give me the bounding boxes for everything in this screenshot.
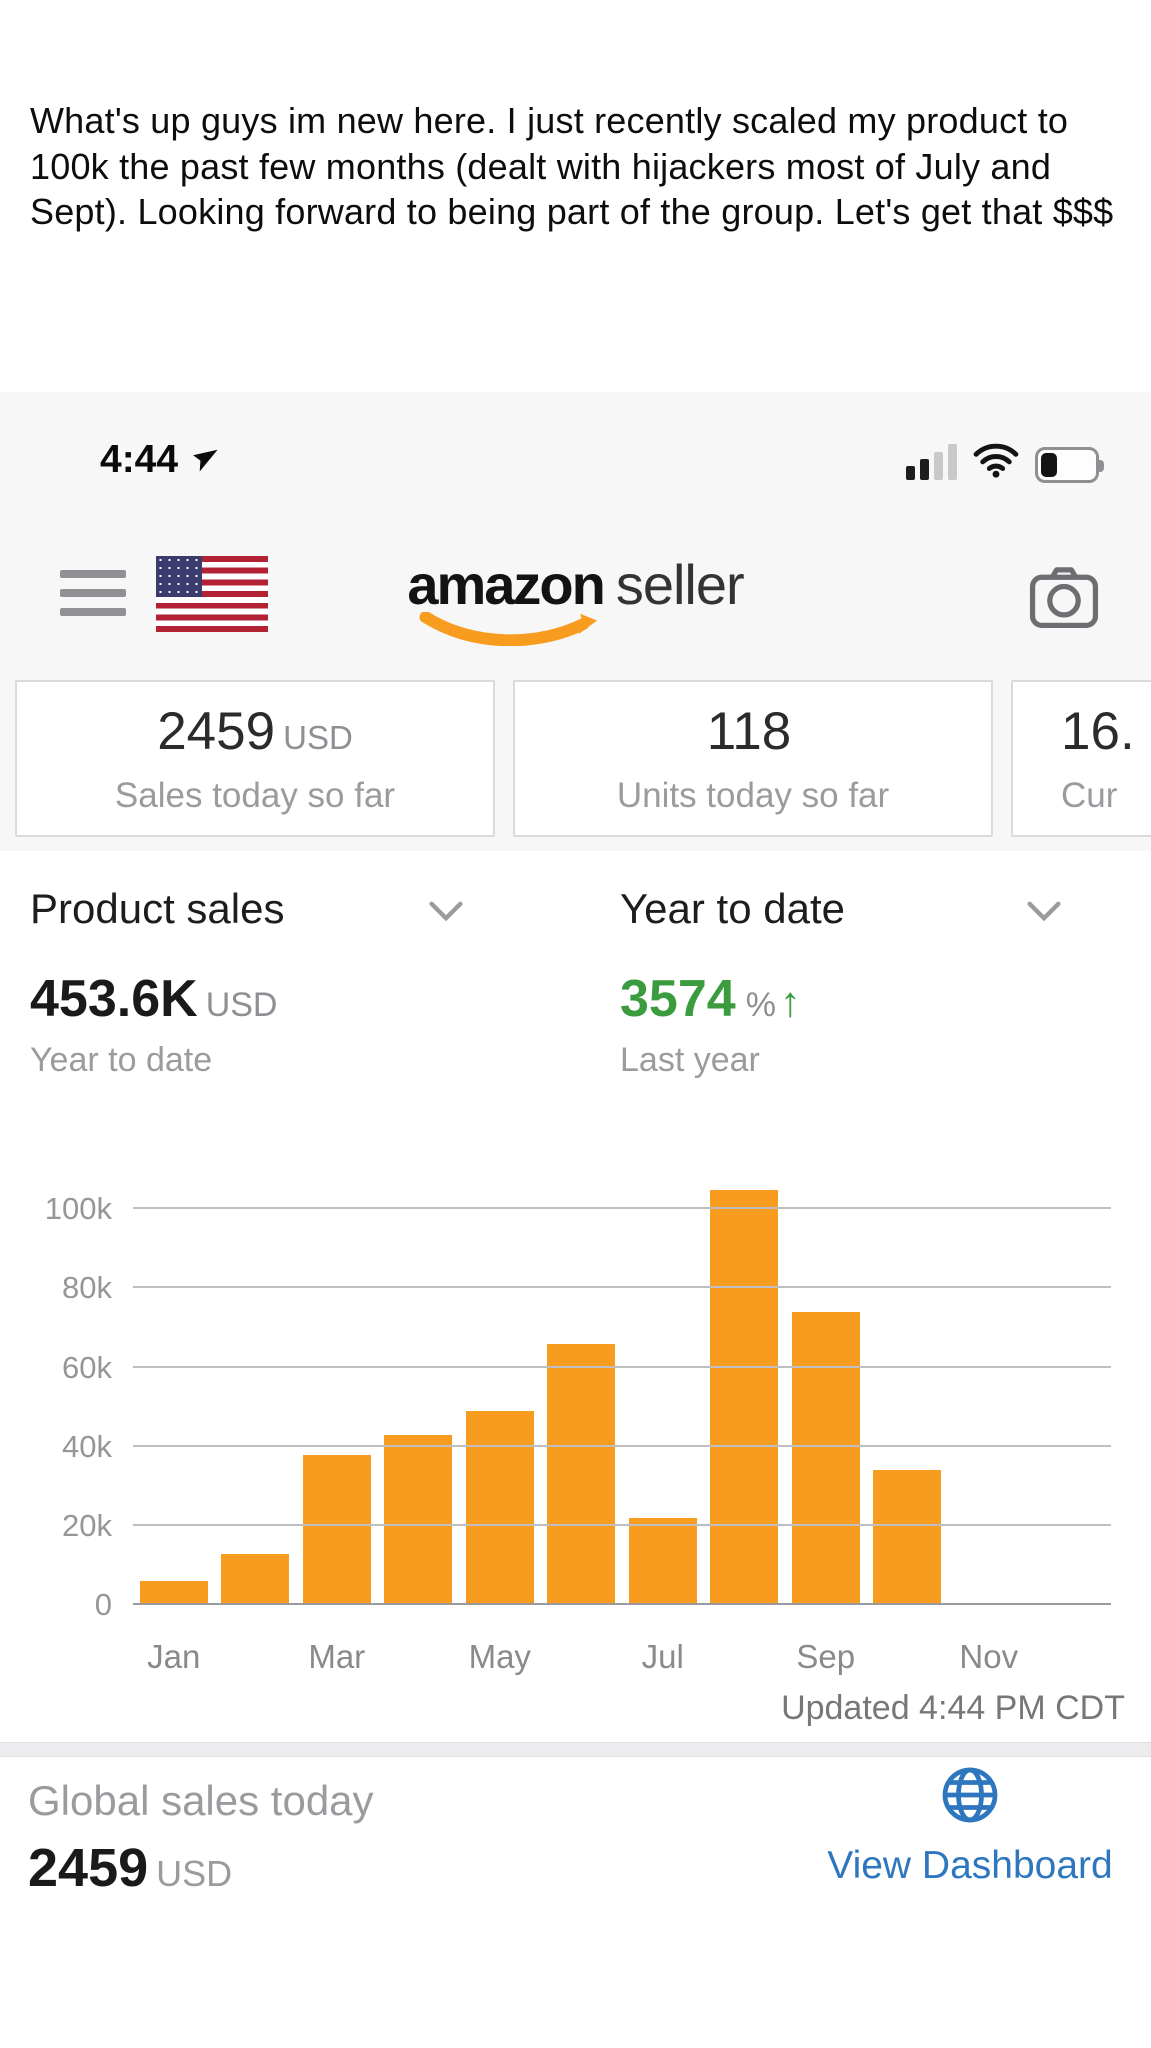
globe-icon: [940, 1765, 1000, 1830]
sales-today-label: Sales today so far: [114, 776, 396, 815]
metric-selector-product-sales[interactable]: Product sales: [30, 885, 285, 932]
location-arrow-icon: [188, 444, 220, 476]
y-tick-label: 60k: [62, 1349, 112, 1385]
x-tick-label: Jan: [147, 1638, 201, 1675]
x-tick-label: [215, 1638, 297, 1676]
gridline-40k: [133, 1444, 1111, 1447]
x-tick-label: Nov: [959, 1638, 1019, 1675]
chart-y-axis-labels: 0 20k 40k 60k 80k 100k: [0, 1146, 112, 1622]
bar-Jul: [628, 1517, 697, 1605]
battery-icon: [1035, 447, 1104, 483]
camera-icon[interactable]: [1027, 562, 1101, 637]
period-selector-year-to-date[interactable]: Year to date: [620, 885, 845, 932]
x-tick-label: Sep: [796, 1638, 856, 1675]
x-tick-label: [378, 1638, 460, 1676]
ytd-sales-sublabel: Year to date: [30, 1041, 213, 1079]
x-tick-label: [867, 1638, 949, 1676]
bar-slot-Feb: [215, 1146, 297, 1605]
post-text: What's up guys im new here. I just recen…: [30, 100, 1114, 232]
bar-Apr: [384, 1434, 453, 1605]
bar-slot-May: [459, 1146, 541, 1605]
sales-today-value: 2459: [157, 702, 276, 761]
updated-timestamp: Updated 4:44 PM CDT: [781, 1689, 1125, 1727]
x-tick-label: May: [468, 1638, 531, 1675]
chevron-down-icon[interactable]: [1026, 899, 1062, 928]
status-time: 4:44: [100, 438, 179, 481]
growth-sublabel: Last year: [620, 1041, 760, 1079]
clipped-card-label: Cur: [1061, 776, 1118, 815]
amazon-smile-icon: [413, 611, 613, 651]
gridline-20k: [133, 1523, 1111, 1526]
stat-card-clipped[interactable]: 16. Cur: [1011, 680, 1151, 837]
bar-Aug: [710, 1189, 779, 1605]
bar-slot-Jul: [622, 1146, 704, 1605]
bar-slot-Dec: [1030, 1146, 1112, 1605]
growth-percent-value: 3574 %↑: [620, 970, 801, 1028]
bar-slot-Mar: [296, 1146, 378, 1605]
units-today-value: 118: [706, 702, 792, 761]
global-sales-section: Global sales today 2459 USD View Dashboar…: [0, 1757, 1151, 2048]
up-arrow-icon: ↑: [779, 978, 801, 1025]
monthly-sales-bar-chart: 0 20k 40k 60k 80k 100k Jan Mar May Jul Sep Nov: [0, 1146, 1151, 1675]
chart-bars: [133, 1146, 1111, 1605]
bar-May: [465, 1411, 534, 1605]
wifi-icon: [973, 442, 1019, 483]
bar-slot-Sep: [785, 1146, 867, 1605]
gridline-60k: [133, 1365, 1111, 1368]
gridline-0: [133, 1603, 1111, 1605]
bar-Jun: [547, 1343, 616, 1605]
bar-slot-Apr: [378, 1146, 460, 1605]
chart-x-axis-labels: Jan Mar May Jul Sep Nov: [133, 1638, 1111, 1676]
menu-icon[interactable]: [60, 570, 126, 627]
view-dashboard-link[interactable]: View Dashboard: [805, 1765, 1135, 1888]
bar-Mar: [302, 1454, 371, 1605]
stat-card-units-today[interactable]: 118 Units today so far: [513, 680, 993, 837]
product-sales-section: Product sales Year to date 453.6K USD 357…: [0, 851, 1151, 1742]
chart-plot: [133, 1146, 1111, 1605]
us-flag-icon[interactable]: [156, 556, 268, 632]
global-sales-value: 2459 USD: [28, 1838, 233, 1898]
bar-Feb: [221, 1553, 290, 1605]
global-sales-label: Global sales today: [28, 1777, 374, 1824]
chevron-down-icon[interactable]: [428, 899, 464, 928]
bar-Oct: [873, 1470, 942, 1605]
view-dashboard-text: View Dashboard: [827, 1844, 1113, 1887]
amazon-seller-app: 4:44: [0, 392, 1151, 2048]
x-tick-label: [704, 1638, 786, 1676]
bar-slot-Jun: [541, 1146, 623, 1605]
x-tick-label: [1030, 1638, 1112, 1676]
gridline-80k: [133, 1286, 1111, 1289]
sales-today-unit: USD: [283, 719, 353, 756]
bar-slot-Nov: [948, 1146, 1030, 1605]
amazon-seller-logo: amazon seller: [407, 552, 745, 647]
x-tick-label: Mar: [308, 1638, 366, 1675]
units-today-label: Units today so far: [616, 776, 890, 815]
signal-bars-icon: [906, 443, 957, 483]
stats-card-row: 2459 USD Sales today so far 118 Units tod…: [15, 680, 1151, 837]
app-header: amazon seller: [0, 542, 1151, 658]
clipped-card-value: 16.: [1061, 702, 1135, 761]
bar-Sep: [791, 1312, 860, 1605]
x-tick-label: [541, 1638, 623, 1676]
section-divider: [0, 1742, 1151, 1757]
bar-slot-Jan: [133, 1146, 215, 1605]
y-tick-label: 40k: [62, 1428, 112, 1464]
bar-slot-Aug: [704, 1146, 786, 1605]
y-tick-label: 100k: [44, 1191, 112, 1227]
x-tick-label: Jul: [641, 1638, 684, 1675]
y-tick-label: 20k: [62, 1507, 112, 1543]
stat-card-sales-today[interactable]: 2459 USD Sales today so far: [15, 680, 495, 837]
y-tick-label: 0: [94, 1587, 112, 1622]
bar-Jan: [139, 1581, 208, 1605]
gridline-100k: [133, 1207, 1111, 1210]
bar-slot-Oct: [867, 1146, 949, 1605]
y-tick-label: 80k: [62, 1270, 112, 1306]
ytd-sales-value: 453.6K USD: [30, 970, 278, 1028]
status-bar: 4:44: [0, 438, 1151, 494]
